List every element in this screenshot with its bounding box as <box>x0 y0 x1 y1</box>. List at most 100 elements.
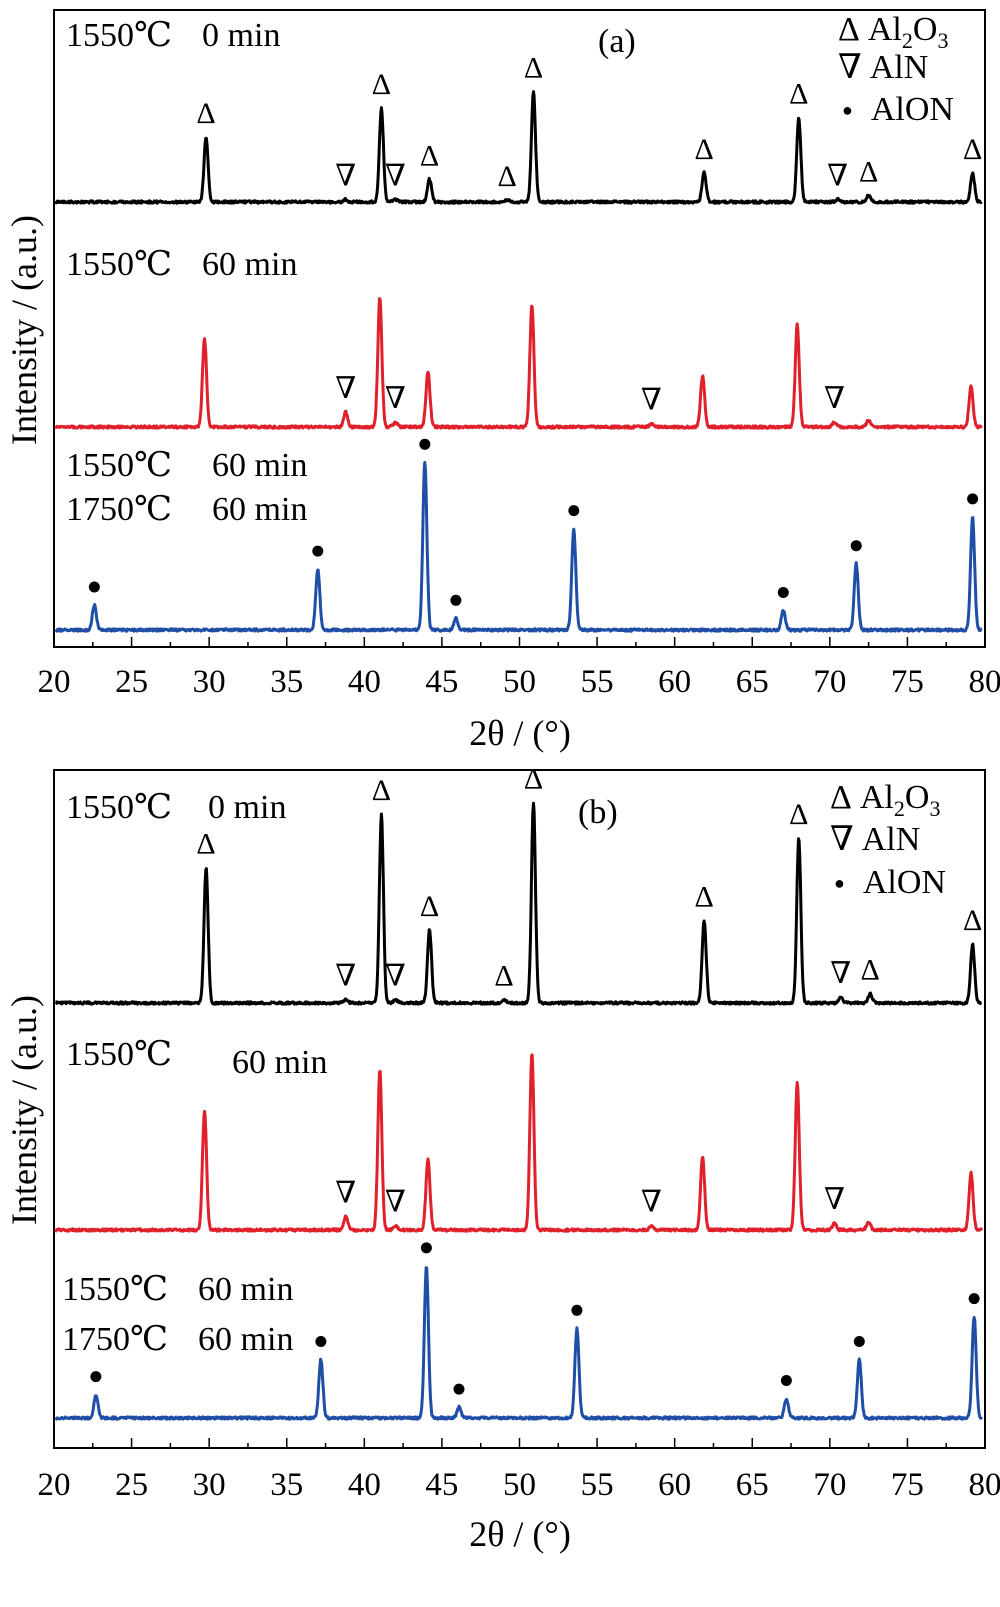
y-axis-label: Intensity / (a.u.) <box>4 215 44 445</box>
legend: Δ Al2O3 ∇ AlN ● AlON <box>838 11 954 128</box>
legend-item-aln: ∇ AlN <box>838 49 928 86</box>
series-line-1 <box>54 1053 983 1233</box>
x-tick-label: 55 <box>581 1467 614 1503</box>
alon-marker <box>450 594 462 606</box>
aln-marker: ∇ <box>335 1176 356 1209</box>
series-line-2 <box>54 461 983 633</box>
x-tick-label: 20 <box>38 1467 71 1503</box>
alon-marker <box>780 1375 792 1386</box>
aln-marker: ∇ <box>824 382 845 415</box>
x-tick-label: 65 <box>736 664 769 700</box>
legend-item-alon: ● AlON <box>834 864 946 901</box>
x-tick-label: 75 <box>891 664 924 700</box>
al2o3-marker: Δ <box>196 97 215 130</box>
series-line-2 <box>54 1266 983 1421</box>
x-tick-label: 50 <box>503 1467 536 1503</box>
x-tick-label: 80 <box>969 1467 1000 1503</box>
series-2-label-line1: 1550℃ 60 min <box>66 447 307 484</box>
x-tick-label: 40 <box>348 1467 381 1503</box>
alon-marker <box>571 1304 583 1316</box>
alon-marker <box>777 587 789 598</box>
al2o3-marker: Δ <box>789 78 808 111</box>
spectra <box>54 801 983 1421</box>
series-0-label: 1550℃ 0 min <box>66 17 280 54</box>
al2o3-marker: Δ <box>694 880 713 913</box>
panel-a: 20 25 30 35 40 45 50 55 60 65 70 75 80 Δ ∇ Δ ∇ Δ Δ Δ Δ Δ ∇ Δ Δ ∇… <box>4 9 1000 753</box>
x-ticks: 20 25 30 35 40 45 50 55 60 65 70 75 80 <box>38 637 1000 700</box>
x-tick-label: 25 <box>115 664 148 700</box>
al2o3-marker: Δ <box>497 160 516 193</box>
panel-b: 20 25 30 35 40 45 50 55 60 65 70 75 80 Δ ∇ Δ ∇ Δ Δ Δ Δ Δ ∇ Δ Δ ∇… <box>4 762 1000 1554</box>
alon-marker <box>419 438 431 450</box>
aln-marker: ∇ <box>385 1185 406 1218</box>
aln-marker: ∇ <box>385 959 406 992</box>
x-tick-label: 55 <box>581 664 614 700</box>
al2o3-marker: Δ <box>859 156 878 189</box>
al2o3-marker: Δ <box>372 774 391 807</box>
x-tick-label: 35 <box>270 1467 303 1503</box>
alon-marker <box>850 540 862 552</box>
series-labels: 1550℃ 0 min 1550℃ 60 min 1550℃ 60 min 1750℃… <box>62 789 327 1358</box>
aln-marker: ∇ <box>335 159 356 192</box>
legend-item-al2o3: Δ Al2O3 <box>838 11 948 53</box>
x-tick-label: 20 <box>38 664 71 700</box>
aln-marker: ∇ <box>385 159 406 192</box>
legend-item-aln: ∇ AlN <box>830 821 920 858</box>
al2o3-marker: Δ <box>963 133 982 166</box>
alon-marker <box>90 1371 102 1383</box>
x-tick-label: 35 <box>270 664 303 700</box>
al2o3-marker: Δ <box>196 827 215 860</box>
alon-marker <box>453 1383 465 1395</box>
alon-marker <box>315 1336 327 1347</box>
aln-marker: ∇ <box>827 159 848 192</box>
alon-marker <box>853 1336 865 1347</box>
x-tick-label: 45 <box>425 664 458 700</box>
aln-marker: ∇ <box>385 382 406 415</box>
legend: Δ Al2O3 ∇ AlN ● AlON <box>830 779 946 901</box>
x-tick-label: 70 <box>813 664 846 700</box>
series-2-label-line2: 1750℃ 60 min <box>62 1321 293 1358</box>
x-tick-label: 65 <box>736 1467 769 1503</box>
al2o3-marker: Δ <box>963 904 982 937</box>
x-tick-label: 30 <box>193 664 226 700</box>
peak-markers: Δ ∇ Δ ∇ Δ Δ Δ Δ Δ ∇ Δ Δ ∇ ∇ ∇ ∇ <box>90 762 982 1395</box>
series-0-label: 1550℃ 0 min <box>66 789 286 826</box>
x-tick-label: 40 <box>348 664 381 700</box>
series-line-1 <box>54 297 983 430</box>
alon-marker <box>968 1293 980 1305</box>
al2o3-marker: Δ <box>372 68 391 101</box>
al2o3-marker: Δ <box>420 890 439 923</box>
legend-item-alon: ● AlON <box>842 91 954 128</box>
plot-frame <box>53 769 986 1449</box>
aln-marker: ∇ <box>824 1183 845 1216</box>
al2o3-marker: Δ <box>861 954 880 987</box>
x-tick-label: 25 <box>115 1467 148 1503</box>
aln-marker: ∇ <box>830 957 851 990</box>
al2o3-marker: Δ <box>789 798 808 831</box>
x-tick-label: 60 <box>658 1467 691 1503</box>
x-tick-label: 60 <box>658 664 691 700</box>
series-2-label-line1: 1550℃ 60 min <box>62 1271 293 1308</box>
alon-marker <box>568 505 580 517</box>
series-line-0 <box>54 801 983 1006</box>
series-2-label-line2: 1750℃ 60 min <box>66 491 307 528</box>
aln-marker: ∇ <box>335 959 356 992</box>
spectra <box>54 90 983 633</box>
alon-marker <box>88 581 100 593</box>
x-ticks: 20 25 30 35 40 45 50 55 60 65 70 75 80 <box>38 1438 1000 1503</box>
aln-marker: ∇ <box>335 372 356 405</box>
al2o3-marker: Δ <box>524 52 543 85</box>
x-tick-label: 75 <box>891 1467 924 1503</box>
series-1-label: 1550℃ 60 min <box>66 246 297 283</box>
alon-marker <box>967 493 979 505</box>
alon-marker <box>420 1242 432 1254</box>
al2o3-marker: Δ <box>420 139 439 172</box>
panel-label: (b) <box>578 794 618 831</box>
x-tick-label: 30 <box>193 1467 226 1503</box>
panel-label: (a) <box>598 23 636 60</box>
x-axis-label: 2θ / (°) <box>469 713 571 753</box>
peak-markers: Δ ∇ Δ ∇ Δ Δ Δ Δ Δ ∇ Δ Δ ∇ ∇ ∇ ∇ <box>88 52 982 606</box>
series-line-0 <box>54 90 983 205</box>
series-1-label: 1550℃ 60 min <box>66 1036 327 1081</box>
